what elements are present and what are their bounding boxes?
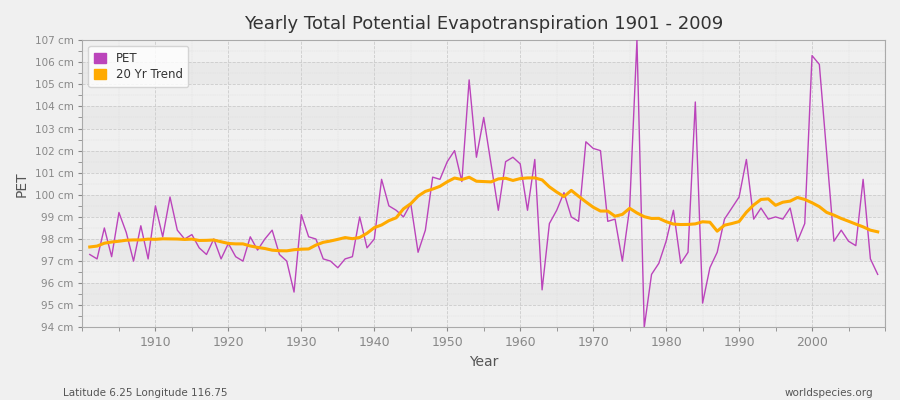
20 Yr Trend bbox=[616, 212, 627, 217]
Bar bbox=[83, 106, 885, 128]
Text: Latitude 6.25 Longitude 116.75: Latitude 6.25 Longitude 116.75 bbox=[63, 388, 228, 398]
Text: worldspecies.org: worldspecies.org bbox=[785, 388, 873, 398]
Bar bbox=[83, 261, 885, 283]
Bar bbox=[83, 173, 885, 195]
Bar bbox=[83, 239, 885, 261]
Bar bbox=[83, 128, 885, 151]
20 Yr Trend bbox=[143, 237, 154, 242]
20 Yr Trend bbox=[282, 248, 292, 253]
Title: Yearly Total Potential Evapotranspiration 1901 - 2009: Yearly Total Potential Evapotranspiratio… bbox=[244, 15, 724, 33]
Legend: PET, 20 Yr Trend: PET, 20 Yr Trend bbox=[88, 46, 188, 87]
PET bbox=[602, 219, 613, 224]
20 Yr Trend bbox=[355, 235, 365, 240]
Bar bbox=[83, 305, 885, 328]
Bar bbox=[83, 40, 885, 62]
20 Yr Trend bbox=[85, 244, 95, 249]
Bar bbox=[83, 62, 885, 84]
PET bbox=[639, 325, 650, 330]
Y-axis label: PET: PET bbox=[15, 171, 29, 196]
Bar bbox=[83, 217, 885, 239]
PET bbox=[872, 272, 883, 277]
Line: 20 Yr Trend: 20 Yr Trend bbox=[90, 177, 878, 251]
20 Yr Trend bbox=[529, 176, 540, 180]
Bar bbox=[83, 84, 885, 106]
X-axis label: Year: Year bbox=[469, 355, 499, 369]
20 Yr Trend bbox=[464, 175, 474, 180]
PET bbox=[85, 252, 95, 257]
Line: PET: PET bbox=[90, 40, 878, 328]
20 Yr Trend bbox=[310, 243, 321, 248]
20 Yr Trend bbox=[522, 176, 533, 180]
Bar bbox=[83, 283, 885, 305]
PET bbox=[632, 38, 643, 42]
PET bbox=[143, 256, 154, 261]
PET bbox=[515, 162, 526, 166]
Bar bbox=[83, 195, 885, 217]
PET bbox=[303, 234, 314, 239]
PET bbox=[347, 254, 358, 259]
PET bbox=[508, 155, 518, 160]
20 Yr Trend bbox=[872, 230, 883, 234]
Bar bbox=[83, 151, 885, 173]
